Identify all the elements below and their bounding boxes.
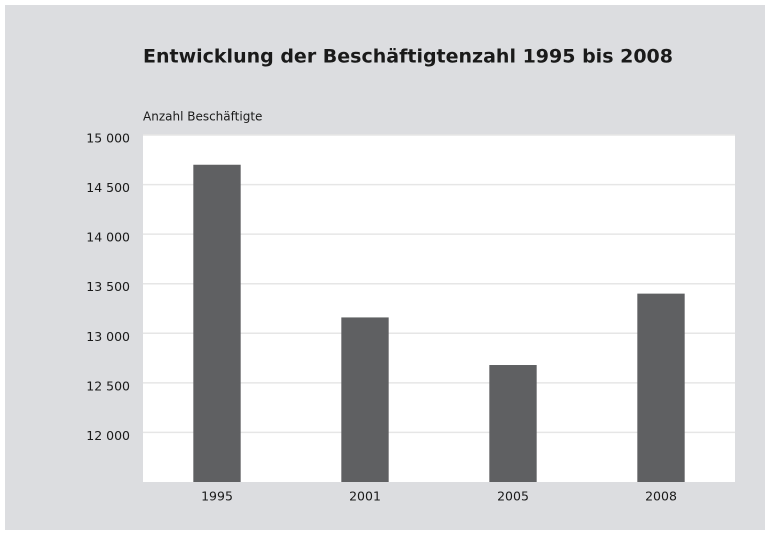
y-tick-label: 13 000	[86, 329, 130, 344]
y-axis-label: Anzahl Beschäftigte	[143, 110, 262, 124]
y-tick-label: 14 500	[86, 180, 130, 195]
bar	[489, 365, 537, 482]
bar	[341, 317, 389, 482]
y-tick-label: 14 000	[86, 230, 130, 245]
x-tick-label: 2005	[497, 489, 529, 504]
y-tick-label: 13 500	[86, 279, 130, 294]
bar	[193, 164, 241, 482]
y-tick-label: 12 000	[86, 428, 130, 443]
x-tick-label: 1995	[201, 489, 233, 504]
x-tick-label: 2001	[349, 489, 381, 504]
x-tick-label: 2008	[645, 489, 677, 504]
y-tick-label: 12 500	[86, 378, 130, 393]
y-tick-label: 15 000	[86, 131, 130, 146]
bar	[637, 293, 685, 482]
chart-title: Entwicklung der Beschäftigtenzahl 1995 b…	[143, 46, 673, 68]
plot-area	[143, 135, 735, 482]
